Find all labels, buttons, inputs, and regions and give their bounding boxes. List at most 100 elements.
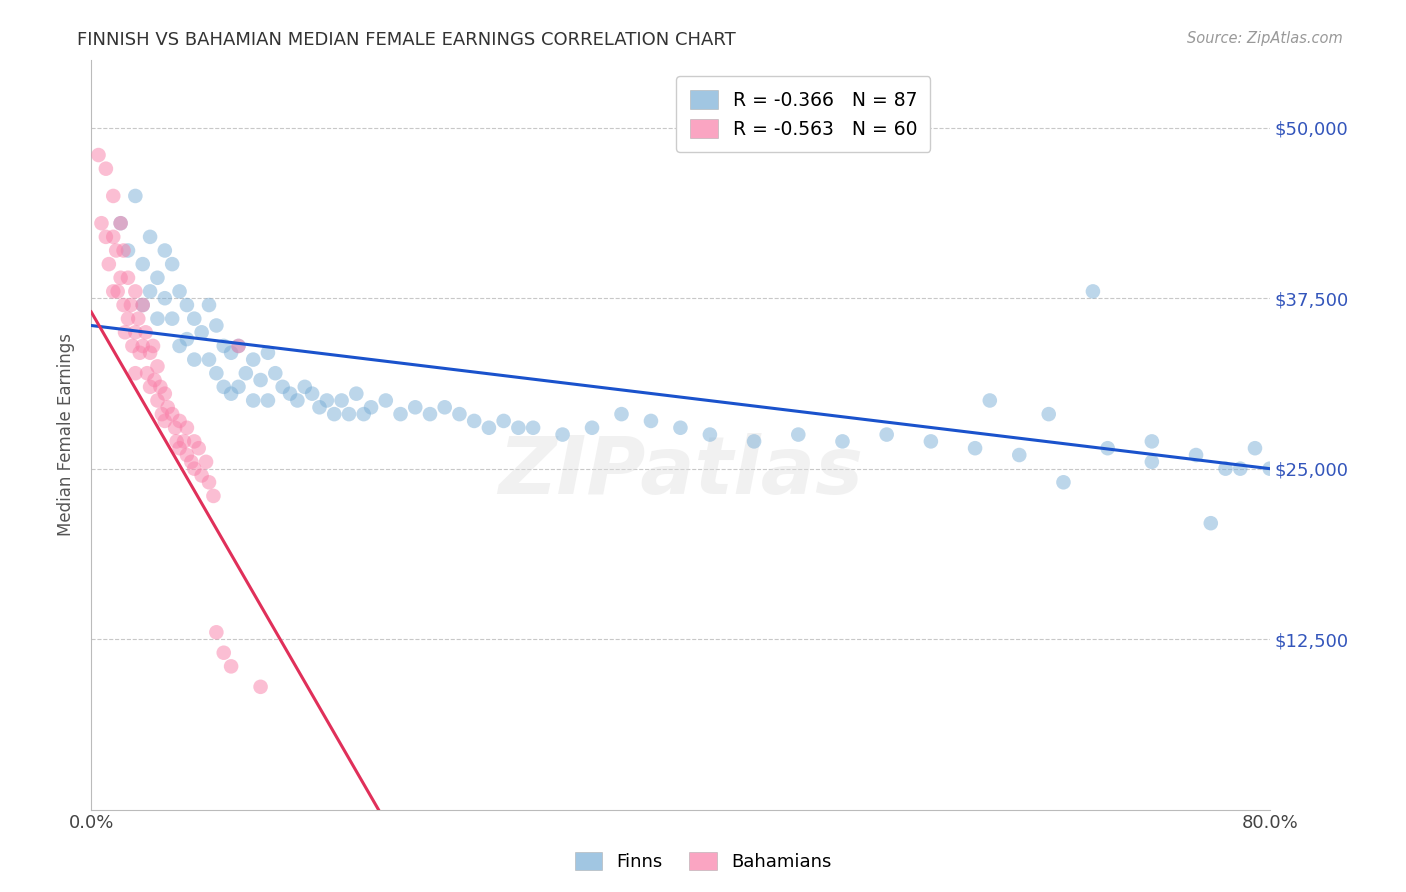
Point xyxy=(183,461,205,475)
Point xyxy=(153,244,176,258)
Point xyxy=(190,468,212,483)
Point xyxy=(249,680,271,694)
Point xyxy=(132,339,155,353)
Point xyxy=(581,421,603,435)
Point xyxy=(522,421,544,435)
Point xyxy=(1140,455,1163,469)
Point xyxy=(124,366,146,380)
Point xyxy=(699,427,721,442)
Point xyxy=(135,326,157,340)
Point xyxy=(150,407,173,421)
Point xyxy=(136,366,159,380)
Point xyxy=(169,285,191,299)
Point xyxy=(176,448,198,462)
Point xyxy=(1097,441,1119,455)
Text: FINNISH VS BAHAMIAN MEDIAN FEMALE EARNINGS CORRELATION CHART: FINNISH VS BAHAMIAN MEDIAN FEMALE EARNIN… xyxy=(77,31,737,49)
Point xyxy=(160,311,183,326)
Point xyxy=(90,216,112,230)
Point xyxy=(87,148,110,162)
Point xyxy=(190,326,212,340)
Point xyxy=(965,441,987,455)
Point xyxy=(107,285,129,299)
Point xyxy=(1052,475,1074,490)
Point xyxy=(257,393,280,408)
Point xyxy=(463,414,485,428)
Point xyxy=(176,421,198,435)
Point xyxy=(160,407,183,421)
Point xyxy=(112,298,135,312)
Point xyxy=(103,285,125,299)
Legend: Finns, Bahamians: Finns, Bahamians xyxy=(568,845,838,879)
Point xyxy=(1215,461,1237,475)
Point xyxy=(831,434,853,449)
Point xyxy=(146,393,169,408)
Point xyxy=(219,345,242,359)
Point xyxy=(228,339,250,353)
Point xyxy=(112,244,135,258)
Point xyxy=(124,326,146,340)
Point xyxy=(97,257,120,271)
Point xyxy=(353,407,375,421)
Point xyxy=(374,393,396,408)
Point xyxy=(212,380,235,394)
Point xyxy=(242,352,264,367)
Point xyxy=(235,366,257,380)
Point xyxy=(205,366,228,380)
Point xyxy=(979,393,1001,408)
Point xyxy=(146,311,169,326)
Point xyxy=(198,475,221,490)
Point xyxy=(257,345,280,359)
Point xyxy=(404,401,426,415)
Point xyxy=(132,298,155,312)
Point xyxy=(166,434,188,449)
Point xyxy=(110,216,132,230)
Point xyxy=(1185,448,1208,462)
Point xyxy=(219,386,242,401)
Point xyxy=(508,421,530,435)
Point xyxy=(1008,448,1031,462)
Point xyxy=(344,386,367,401)
Point xyxy=(153,291,176,305)
Point xyxy=(1229,461,1251,475)
Point xyxy=(337,407,360,421)
Point xyxy=(156,401,179,415)
Point xyxy=(278,386,301,401)
Point xyxy=(117,244,139,258)
Point xyxy=(120,298,142,312)
Point xyxy=(228,380,250,394)
Point xyxy=(449,407,471,421)
Point xyxy=(195,455,218,469)
Point xyxy=(169,441,191,455)
Point xyxy=(1244,441,1267,455)
Point xyxy=(94,161,117,176)
Point xyxy=(124,285,146,299)
Point xyxy=(640,414,662,428)
Point xyxy=(183,352,205,367)
Point xyxy=(360,401,382,415)
Point xyxy=(176,332,198,346)
Point xyxy=(110,270,132,285)
Point xyxy=(876,427,898,442)
Point xyxy=(139,380,162,394)
Legend: R = -0.366   N = 87, R = -0.563   N = 60: R = -0.366 N = 87, R = -0.563 N = 60 xyxy=(676,77,931,152)
Point xyxy=(183,434,205,449)
Point xyxy=(1038,407,1060,421)
Point xyxy=(287,393,309,408)
Text: ZIPatlas: ZIPatlas xyxy=(498,434,863,511)
Point xyxy=(165,421,187,435)
Point xyxy=(183,311,205,326)
Point xyxy=(330,393,353,408)
Point xyxy=(114,326,136,340)
Point xyxy=(103,189,125,203)
Point xyxy=(389,407,412,421)
Point xyxy=(301,386,323,401)
Point xyxy=(132,257,155,271)
Point xyxy=(242,393,264,408)
Point xyxy=(787,427,810,442)
Point xyxy=(308,401,330,415)
Point xyxy=(153,386,176,401)
Point xyxy=(419,407,441,421)
Point xyxy=(173,434,195,449)
Point xyxy=(105,244,128,258)
Point xyxy=(110,216,132,230)
